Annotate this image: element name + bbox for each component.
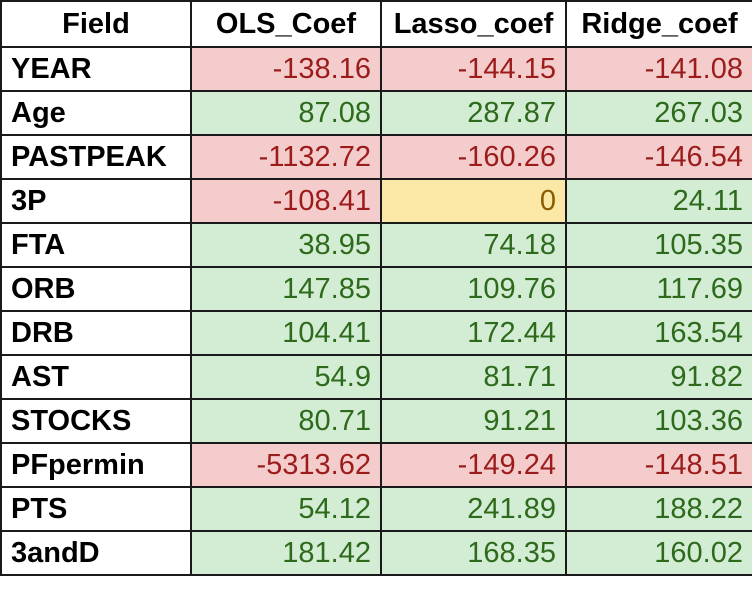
ols-coef-cell: 87.08 (190, 90, 382, 136)
header-ridge-coef: Ridge_coef (565, 0, 752, 48)
ols-coef-cell: 181.42 (190, 530, 382, 576)
row-field-label: PASTPEAK (0, 134, 192, 180)
lasso-coef-cell: 81.71 (380, 354, 567, 400)
ols-coef-cell: 147.85 (190, 266, 382, 312)
ridge-coef-cell: 163.54 (565, 310, 752, 356)
ridge-coef-cell: 267.03 (565, 90, 752, 136)
header-ols-coef: OLS_Coef (190, 0, 382, 48)
ols-coef-cell: 38.95 (190, 222, 382, 268)
ridge-coef-cell: 91.82 (565, 354, 752, 400)
lasso-coef-cell: 109.76 (380, 266, 567, 312)
ols-coef-cell: -138.16 (190, 46, 382, 92)
lasso-coef-cell: 91.21 (380, 398, 567, 444)
row-field-label: Age (0, 90, 192, 136)
table-row: PFpermin -5313.62 -149.24 -148.51 (0, 442, 752, 488)
lasso-coef-cell: 172.44 (380, 310, 567, 356)
table-row: DRB 104.41 172.44 163.54 (0, 310, 752, 356)
ridge-coef-cell: 188.22 (565, 486, 752, 532)
table-row: PASTPEAK -1132.72 -160.26 -146.54 (0, 134, 752, 180)
row-field-label: DRB (0, 310, 192, 356)
ridge-coef-cell: -146.54 (565, 134, 752, 180)
ridge-coef-cell: -148.51 (565, 442, 752, 488)
table-row: 3P -108.41 0 24.11 (0, 178, 752, 224)
ridge-coef-cell: 24.11 (565, 178, 752, 224)
lasso-coef-cell: -160.26 (380, 134, 567, 180)
ridge-coef-cell: 105.35 (565, 222, 752, 268)
table-body: YEAR -138.16 -144.15 -141.08 Age 87.08 287.87 2… (0, 46, 752, 576)
row-field-label: YEAR (0, 46, 192, 92)
table-row: 3andD 181.42 168.35 160.02 (0, 530, 752, 576)
row-field-label: STOCKS (0, 398, 192, 444)
ols-coef-cell: 54.9 (190, 354, 382, 400)
row-field-label: FTA (0, 222, 192, 268)
header-row: Field OLS_Coef Lasso_coef Ridge_coef (0, 0, 752, 48)
table-row: ORB 147.85 109.76 117.69 (0, 266, 752, 312)
row-field-label: 3andD (0, 530, 192, 576)
table-row: YEAR -138.16 -144.15 -141.08 (0, 46, 752, 92)
ridge-coef-cell: 160.02 (565, 530, 752, 576)
lasso-coef-cell: 287.87 (380, 90, 567, 136)
row-field-label: AST (0, 354, 192, 400)
row-field-label: 3P (0, 178, 192, 224)
lasso-coef-cell: 74.18 (380, 222, 567, 268)
table-row: STOCKS 80.71 91.21 103.36 (0, 398, 752, 444)
table-row: FTA 38.95 74.18 105.35 (0, 222, 752, 268)
ols-coef-cell: 80.71 (190, 398, 382, 444)
header-field: Field (0, 0, 192, 48)
row-field-label: ORB (0, 266, 192, 312)
table-row: AST 54.9 81.71 91.82 (0, 354, 752, 400)
ols-coef-cell: -5313.62 (190, 442, 382, 488)
table-row: PTS 54.12 241.89 188.22 (0, 486, 752, 532)
ols-coef-cell: 104.41 (190, 310, 382, 356)
lasso-coef-cell: 0 (380, 178, 567, 224)
ols-coef-cell: -1132.72 (190, 134, 382, 180)
lasso-coef-cell: -144.15 (380, 46, 567, 92)
ridge-coef-cell: 117.69 (565, 266, 752, 312)
lasso-coef-cell: -149.24 (380, 442, 567, 488)
ridge-coef-cell: 103.36 (565, 398, 752, 444)
ols-coef-cell: -108.41 (190, 178, 382, 224)
coefficient-table: Field OLS_Coef Lasso_coef Ridge_coef YEA… (0, 0, 752, 576)
row-field-label: PFpermin (0, 442, 192, 488)
lasso-coef-cell: 168.35 (380, 530, 567, 576)
lasso-coef-cell: 241.89 (380, 486, 567, 532)
ols-coef-cell: 54.12 (190, 486, 382, 532)
header-lasso-coef: Lasso_coef (380, 0, 567, 48)
ridge-coef-cell: -141.08 (565, 46, 752, 92)
table-row: Age 87.08 287.87 267.03 (0, 90, 752, 136)
row-field-label: PTS (0, 486, 192, 532)
